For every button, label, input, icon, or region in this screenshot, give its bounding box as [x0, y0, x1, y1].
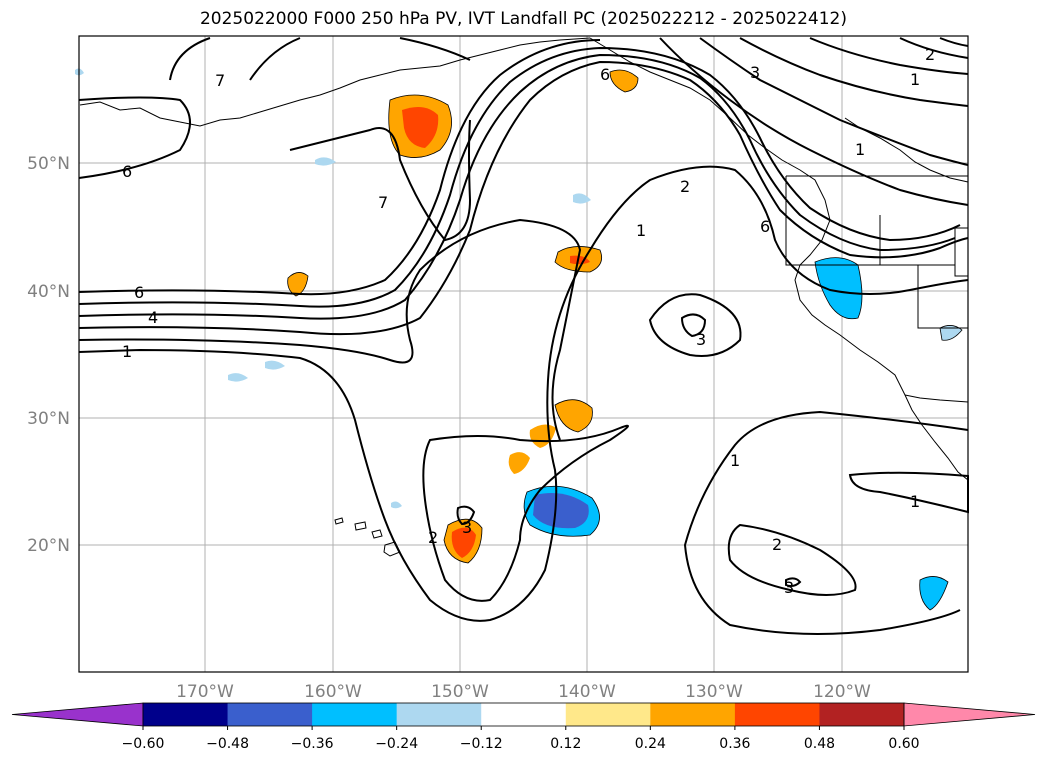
contour-label: 6: [122, 162, 132, 181]
contour-label: 6: [760, 217, 770, 236]
colorbar-extend-min: [11, 702, 144, 727]
lon-label: 130°W: [685, 682, 743, 702]
lon-label: 170°W: [176, 682, 234, 702]
lat-label: 30°N: [27, 409, 70, 429]
colorbar-segment: [734, 703, 820, 726]
colorbar-tick-label: 0.36: [719, 736, 750, 752]
contour-label: 3: [462, 518, 472, 537]
colorbar: −0.60 −0.48 −0.36 −0.24 −0.12 0.12 0.24 0.36 0.4…: [11, 702, 1036, 752]
contour-label: 6: [600, 65, 610, 84]
colorbar-tick-label: −0.36: [291, 736, 334, 752]
colorbar-tick-label: 0.48: [804, 736, 835, 752]
colorbar-segment: [565, 703, 651, 726]
contour-label: 1: [910, 70, 920, 89]
lat-label: 20°N: [27, 536, 70, 556]
colorbar-tick-label: −0.24: [375, 736, 418, 752]
lat-label: 50°N: [27, 154, 70, 174]
lon-label: 150°W: [431, 682, 489, 702]
contour-label: 1: [910, 492, 920, 511]
colorbar-tick-label: −0.12: [460, 736, 503, 752]
contour-label: 1: [855, 140, 865, 159]
contour-label: 6: [134, 283, 144, 302]
colorbar-segment: [312, 703, 398, 726]
latitude-labels: 50°N 40°N 30°N 20°N: [27, 154, 70, 556]
contour-label: 1: [122, 342, 132, 361]
longitude-labels: 170°W 160°W 150°W 140°W 130°W 120°W: [176, 682, 871, 702]
lon-label: 160°W: [304, 682, 362, 702]
colorbar-tick-label: 0.24: [635, 736, 666, 752]
contour-label: 7: [378, 193, 388, 212]
colorbar-tick-label: −0.48: [206, 736, 249, 752]
colorbar-segment: [396, 703, 482, 726]
colorbar-tick-label: 0.60: [888, 736, 919, 752]
lat-label: 40°N: [27, 282, 70, 302]
contour-label: 3: [696, 330, 706, 349]
colorbar-segment: [143, 703, 229, 726]
lon-label: 120°W: [813, 682, 871, 702]
contour-label: 2: [680, 177, 690, 196]
contour-label: 2: [772, 535, 782, 554]
colorbar-tick-label: −0.60: [122, 736, 165, 752]
colorbar-extend-max: [903, 702, 1036, 727]
graticule: [79, 36, 968, 672]
contour-label: 4: [148, 308, 158, 327]
contour-label: 3: [750, 63, 760, 82]
contour-label-group: 7 6 7 6 4 1 6 1 2 3 6 1 1 2 3 1 1 2 3 2 …: [122, 45, 935, 597]
colorbar-tick-label: 0.12: [550, 736, 581, 752]
contour-label: 2: [925, 45, 935, 64]
contour-label: 7: [215, 71, 225, 90]
colorbar-segment: [819, 703, 905, 726]
colorbar-segment: [227, 703, 313, 726]
map-frame: [78, 35, 969, 673]
contour-label: 1: [636, 221, 646, 240]
colorbar-segment: [481, 703, 567, 726]
pv-shading: [75, 68, 963, 611]
colorbar-frame: [142, 702, 905, 727]
contour-label: 3: [784, 578, 794, 597]
contour-label: 2: [428, 528, 438, 547]
contour-label: 1: [730, 451, 740, 470]
pv-contours: [78, 37, 969, 635]
chart-title: 2025022000 F000 250 hPa PV, IVT Landfall…: [199, 9, 847, 29]
colorbar-segment: [650, 703, 736, 726]
lon-label: 140°W: [558, 682, 616, 702]
